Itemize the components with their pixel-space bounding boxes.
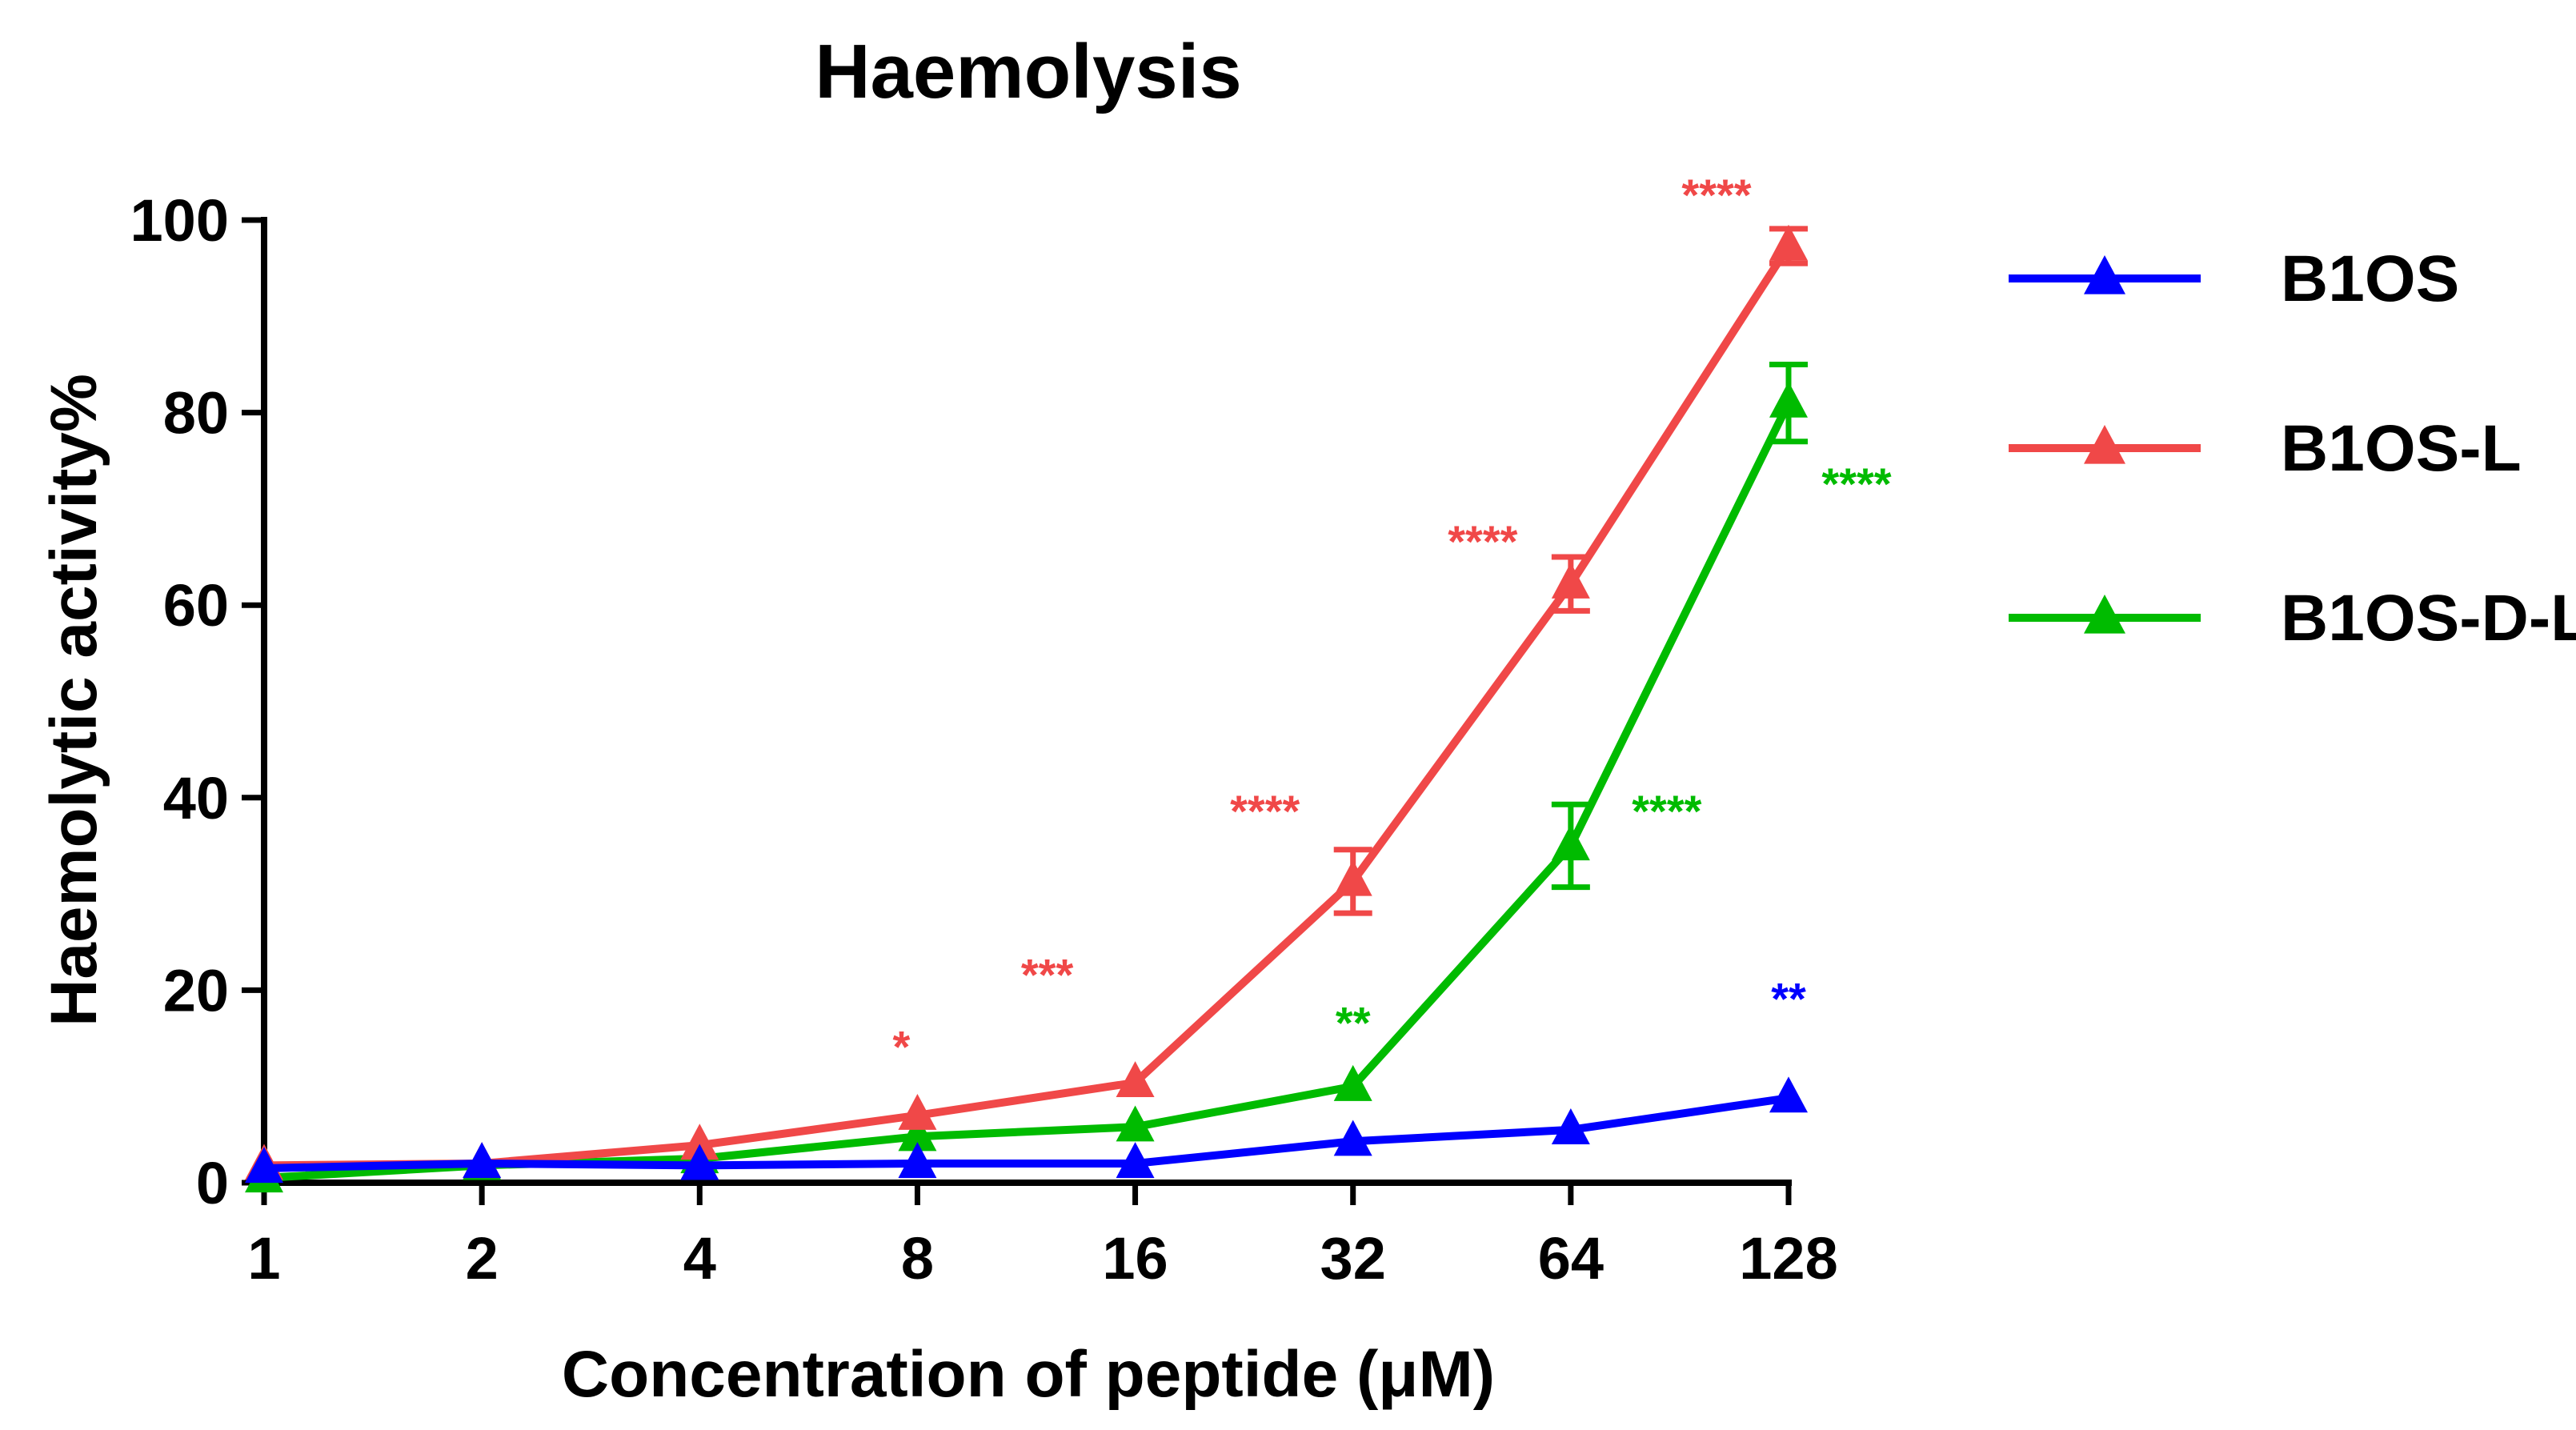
legend-item-b1os-l: B1OS-L: [2009, 412, 2522, 485]
data-point: [898, 1094, 937, 1130]
y-tick-label: 100: [130, 187, 229, 254]
data-point: [1769, 381, 1808, 418]
y-tick-label: 40: [163, 765, 229, 831]
data-point: [680, 1124, 719, 1160]
x-tick-label: 128: [1739, 1225, 1837, 1292]
x-tick-label: 64: [1538, 1225, 1604, 1292]
x-tick-label: 32: [1320, 1225, 1386, 1292]
legend-item-b1os-d-l: B1OS-D-L: [2009, 582, 2576, 655]
legend-label: B1OS-L: [2281, 412, 2522, 485]
data-point: [1769, 1076, 1808, 1113]
axes: [261, 217, 1792, 1186]
legend-label: B1OS: [2281, 242, 2459, 315]
x-tick-label: 2: [466, 1225, 499, 1292]
series-line: [263, 401, 1793, 1182]
series-layer: [245, 224, 1808, 1193]
series-b1os: [245, 1076, 1808, 1184]
data-point: [1333, 1120, 1372, 1156]
series-line: [263, 243, 1793, 1170]
significance-label: ****: [1632, 786, 1701, 836]
significance-label: ***: [1021, 949, 1074, 999]
significance-label: ****: [1681, 170, 1751, 220]
series-b1os-d-l: [245, 361, 1808, 1193]
x-axis-label: Concentration of peptide (μM): [562, 1338, 1495, 1411]
data-point: [1769, 224, 1808, 261]
significance-label: ****: [1821, 459, 1891, 509]
data-point: [1333, 1064, 1372, 1101]
chart-title: Haemolysis: [815, 29, 1242, 114]
data-point: [245, 1147, 283, 1184]
data-point: [1551, 562, 1590, 599]
y-axis-ticks: 0 20 40 60 80 100: [130, 187, 264, 1216]
significance-label: **: [1336, 998, 1371, 1048]
data-point: [1333, 859, 1372, 896]
x-tick-label: 4: [683, 1225, 716, 1292]
legend-item-b1os: B1OS: [2009, 242, 2459, 315]
x-tick-label: 16: [1102, 1225, 1168, 1292]
series-b1os-l: [245, 224, 1808, 1180]
x-axis-ticks: 1 2 4 8 16 32 64 128: [247, 1183, 1838, 1292]
data-point: [1116, 1061, 1155, 1098]
data-point: [1551, 1108, 1590, 1144]
legend-marker: [2084, 254, 2125, 294]
data-point: [1116, 1142, 1155, 1179]
y-tick-label: 80: [163, 380, 229, 447]
significance-label: *: [893, 1022, 911, 1072]
data-point: [680, 1144, 719, 1180]
x-tick-label: 8: [901, 1225, 934, 1292]
significance-label: ****: [1230, 786, 1300, 836]
y-tick-label: 60: [163, 572, 229, 639]
data-point: [463, 1142, 502, 1179]
significance-label: **: [1771, 973, 1806, 1023]
significance-label: ****: [1448, 516, 1517, 567]
significance-annotations: ****************************: [893, 170, 1892, 1072]
data-point: [898, 1142, 937, 1179]
data-point: [1551, 824, 1590, 861]
y-axis-label: Haemolytic activity%: [38, 374, 110, 1027]
data-point: [1116, 1105, 1155, 1142]
legend-label: B1OS-D-L: [2281, 582, 2576, 655]
series-line: [263, 1094, 1789, 1172]
legend-marker: [2084, 594, 2125, 634]
legend-marker: [2084, 424, 2125, 464]
y-tick-label: 0: [196, 1150, 229, 1216]
y-tick-label: 20: [163, 957, 229, 1023]
data-point: [898, 1115, 937, 1152]
legend: B1OS B1OS-L B1OS-D-L: [2009, 242, 2576, 655]
x-tick-label: 1: [247, 1225, 280, 1292]
